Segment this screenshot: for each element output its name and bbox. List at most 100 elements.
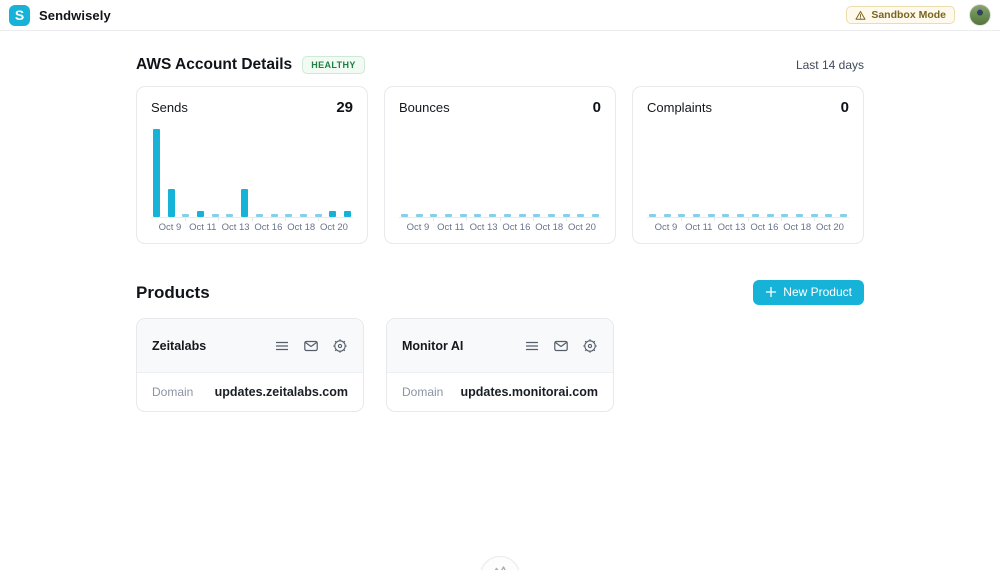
chart-bar — [343, 211, 351, 217]
chat-widget-button[interactable] — [480, 556, 520, 570]
stat-title: Sends — [151, 100, 188, 115]
x-axis-label: Oct 18 — [535, 222, 564, 233]
axis-tick — [433, 218, 434, 221]
top-bar: S Sendwisely Sandbox Mode — [0, 0, 1000, 31]
chart-bar — [255, 214, 263, 217]
brand: S Sendwisely — [9, 4, 111, 26]
settings-gear-icon[interactable] — [582, 338, 598, 354]
x-axis-label: Oct 20 — [815, 222, 844, 233]
x-axis-label: Oct 9 — [654, 222, 678, 233]
stat-value: 0 — [840, 99, 849, 116]
x-axis-label: Oct 16 — [254, 222, 283, 233]
x-axis-label: Oct 18 — [783, 222, 812, 233]
chart-bar — [270, 214, 278, 217]
x-axis-label: Oct 20 — [319, 222, 348, 233]
chart-bar — [401, 214, 408, 217]
chart-bar — [649, 214, 656, 217]
chart-bar — [474, 214, 482, 217]
x-axis-label: Oct 9 — [158, 222, 182, 233]
stat-title: Complaints — [647, 100, 713, 115]
x-axis-label: Oct 11 — [437, 222, 465, 233]
chart-bar — [329, 211, 337, 217]
user-avatar[interactable] — [969, 4, 991, 26]
new-product-label: New Product — [783, 285, 852, 299]
domain-label: Domain — [402, 385, 444, 399]
domain-value: updates.monitorai.com — [460, 385, 598, 399]
bar-chart: Oct 9 Oct 11 Oct 13 Oct 16 Oct 18 Oct 20 — [399, 130, 601, 233]
logs-menu-icon[interactable] — [274, 338, 290, 354]
domain-value: updates.zeitalabs.com — [214, 385, 348, 399]
chart-bar — [722, 214, 730, 217]
x-axis-label: Oct 16 — [750, 222, 779, 233]
sandbox-mode-label: Sandbox Mode — [871, 9, 946, 21]
x-axis-label: Oct 9 — [406, 222, 430, 233]
chart-bar — [810, 214, 818, 217]
stat-value: 29 — [336, 99, 353, 116]
chart-bar — [153, 129, 160, 217]
product-name: Monitor AI — [402, 338, 464, 353]
product-cards-row: Zeitalabs — [136, 318, 864, 412]
x-axis-label: Oct 13 — [717, 222, 746, 233]
chart-bar — [737, 214, 745, 217]
logs-menu-icon[interactable] — [524, 338, 540, 354]
axis-tick — [251, 218, 253, 221]
chart-bar — [577, 214, 585, 217]
x-axis-label: Oct 11 — [189, 222, 217, 233]
x-axis-label: Oct 11 — [685, 222, 713, 233]
chart-bar — [533, 214, 541, 217]
chart-bar — [241, 189, 249, 217]
mail-icon[interactable] — [303, 338, 319, 354]
health-status-badge: HEALTHY — [302, 56, 365, 74]
activity-icon — [494, 566, 506, 570]
bar-chart: Oct 9 Oct 11 Oct 13 Oct 16 Oct 18 Oct 20 — [647, 130, 849, 233]
chart-bar — [197, 211, 205, 217]
axis-tick — [466, 218, 468, 221]
chart-bar — [459, 214, 467, 217]
chart-bar — [518, 214, 526, 217]
chart-bar — [503, 214, 511, 217]
chart-bar — [678, 214, 686, 217]
axis-tick — [714, 218, 716, 221]
axis-tick — [566, 218, 567, 221]
axis-tick — [747, 218, 749, 221]
chart-bar — [693, 214, 701, 217]
axis-tick — [532, 218, 534, 221]
product-card-monitor-ai: Monitor AI — [386, 318, 614, 412]
date-range-label: Last 14 days — [795, 58, 864, 72]
chart-bar — [839, 214, 847, 217]
chart-bar — [167, 189, 175, 217]
chart-bar — [766, 214, 774, 217]
settings-gear-icon[interactable] — [332, 338, 348, 354]
stat-value: 0 — [592, 99, 601, 116]
product-card-zeitalabs: Zeitalabs — [136, 318, 364, 412]
chart-bar — [299, 214, 307, 217]
chart-bar — [415, 214, 423, 217]
chart-bar — [182, 214, 190, 217]
domain-label: Domain — [152, 385, 194, 399]
stat-title: Bounces — [399, 100, 450, 115]
chart-bar — [781, 214, 789, 217]
chart-bar — [663, 214, 671, 217]
warning-icon — [855, 10, 866, 20]
chart-bar — [751, 214, 759, 217]
x-axis-label: Oct 18 — [287, 222, 316, 233]
axis-tick — [780, 218, 782, 221]
chart-bar — [445, 214, 453, 217]
axis-tick — [318, 218, 319, 221]
new-product-button[interactable]: New Product — [753, 280, 864, 305]
app-name: Sendwisely — [39, 7, 111, 23]
chart-bar — [795, 214, 803, 217]
chart-bar — [591, 214, 599, 217]
stat-card-sends: Sends 29 Oct 9 Oct 11 Oct 13 Oct 16 Oct 18 Oc… — [136, 86, 368, 244]
chart-bar — [825, 214, 833, 217]
mail-icon[interactable] — [553, 338, 569, 354]
app-logo-icon: S — [9, 4, 30, 26]
stat-card-bounces: Bounces 0 Oct 9 Oct 11 Oct 13 Oct 16 Oct 18 O… — [384, 86, 616, 244]
x-axis-label: Oct 20 — [567, 222, 596, 233]
chart-bar — [547, 214, 555, 217]
chart-bar — [226, 214, 234, 217]
chart-bar — [285, 214, 293, 217]
axis-tick — [284, 218, 286, 221]
x-axis-label: Oct 13 — [469, 222, 498, 233]
sandbox-mode-badge[interactable]: Sandbox Mode — [846, 6, 955, 24]
